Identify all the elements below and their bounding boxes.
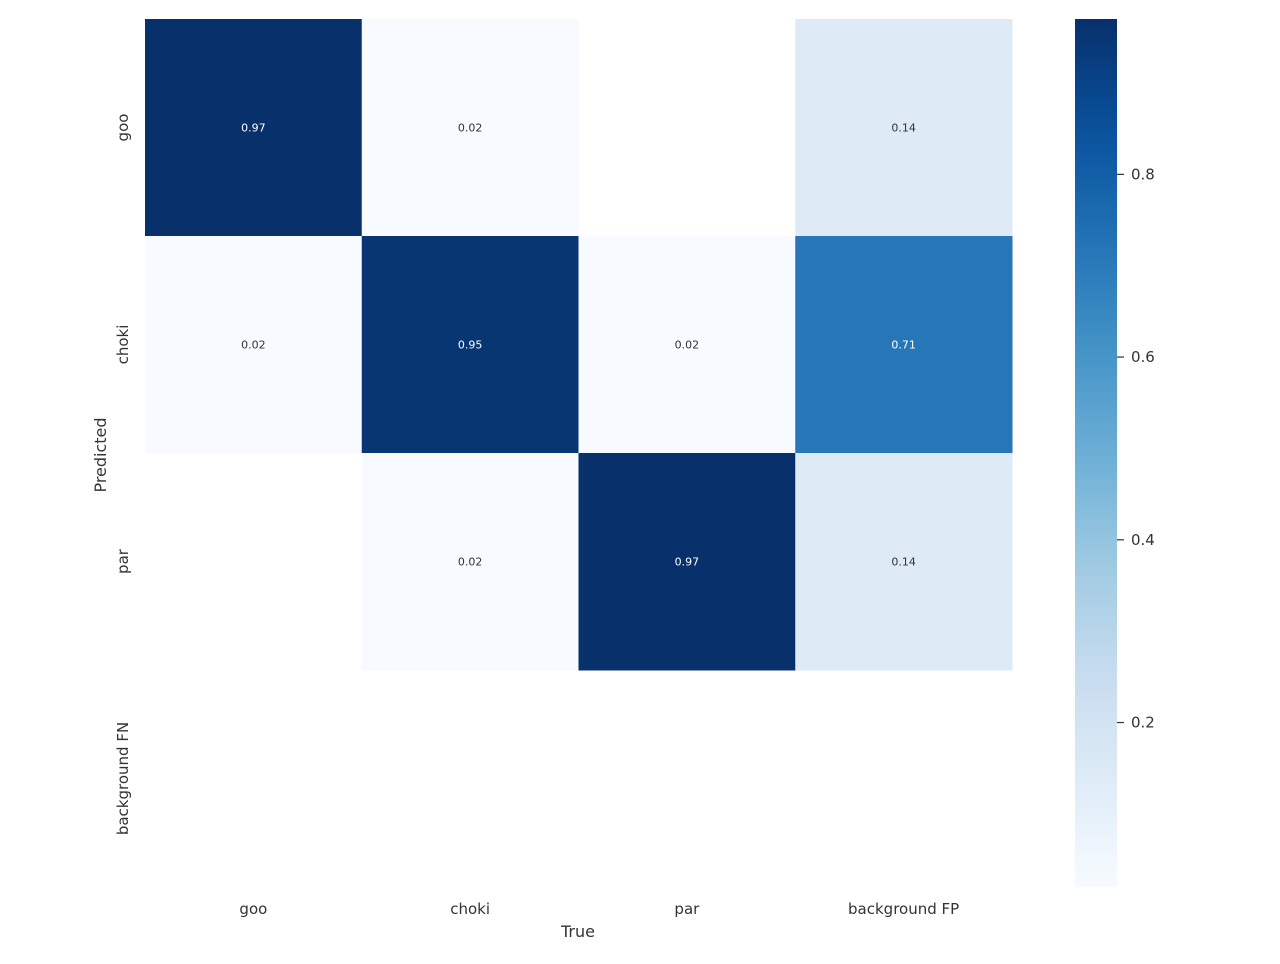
y-tick-label: choki: [114, 325, 132, 365]
colorbar-tick-label: 0.2: [1131, 714, 1155, 732]
colorbar: [1075, 19, 1117, 887]
x-tick-label: par: [674, 900, 700, 918]
y-tick-label: goo: [114, 114, 132, 142]
cell-value-label: 0.02: [675, 339, 700, 352]
cell-value-label: 0.14: [891, 122, 916, 135]
y-axis-label: Predicted: [91, 417, 110, 492]
heatmap-cell: [361, 19, 579, 237]
cell-value-label: 0.95: [458, 339, 483, 352]
colorbar-tick-label: 0.6: [1131, 348, 1155, 366]
heatmap-cell: [145, 236, 363, 454]
cell-value-label: 0.02: [458, 122, 483, 135]
cell-value-label: 0.71: [891, 339, 916, 352]
x-tick-labels: goo choki par background FP: [239, 900, 959, 918]
cell-value-label: 0.97: [675, 556, 700, 569]
heatmap-cell: [795, 19, 1013, 237]
heatmap-cell: [578, 236, 796, 454]
heatmap-cells: 0.97 0.02 0.14 0.02 0.95 0.02 0.71 0.02 0.97 0.14: [145, 19, 1013, 671]
heatmap-cell: [795, 236, 1013, 454]
cell-value-label: 0.97: [241, 122, 266, 135]
cell-value-label: 0.02: [241, 339, 266, 352]
x-tick-label: background FP: [848, 900, 959, 918]
heatmap-cell: [361, 236, 579, 454]
x-axis-label: True: [560, 922, 595, 941]
cell-value-label: 0.14: [891, 556, 916, 569]
colorbar-ticks: 0.2 0.4 0.6 0.8: [1117, 165, 1155, 732]
heatmap-cell: [361, 453, 579, 671]
cell-value-label: 0.02: [458, 556, 483, 569]
heatmap-cell: [578, 453, 796, 671]
y-tick-label: par: [114, 548, 132, 574]
heatmap-cell: [795, 453, 1013, 671]
x-tick-label: goo: [239, 900, 267, 918]
y-tick-labels: goo choki par background FN: [114, 114, 132, 836]
y-tick-label: background FN: [114, 722, 132, 835]
colorbar-tick-label: 0.8: [1131, 165, 1155, 183]
heatmap-cell: [145, 19, 363, 237]
x-tick-label: choki: [450, 900, 490, 918]
colorbar-tick-label: 0.4: [1131, 531, 1155, 549]
